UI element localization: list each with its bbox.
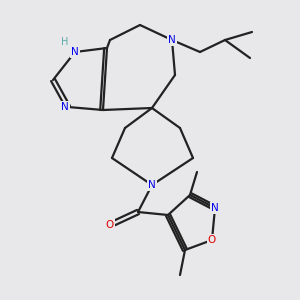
Text: N: N bbox=[61, 102, 69, 112]
Text: O: O bbox=[106, 220, 114, 230]
Text: N: N bbox=[211, 203, 219, 213]
Text: N: N bbox=[168, 35, 176, 45]
Text: H: H bbox=[61, 37, 69, 47]
Text: O: O bbox=[208, 235, 216, 245]
Text: N: N bbox=[71, 47, 79, 57]
Text: N: N bbox=[148, 180, 156, 190]
